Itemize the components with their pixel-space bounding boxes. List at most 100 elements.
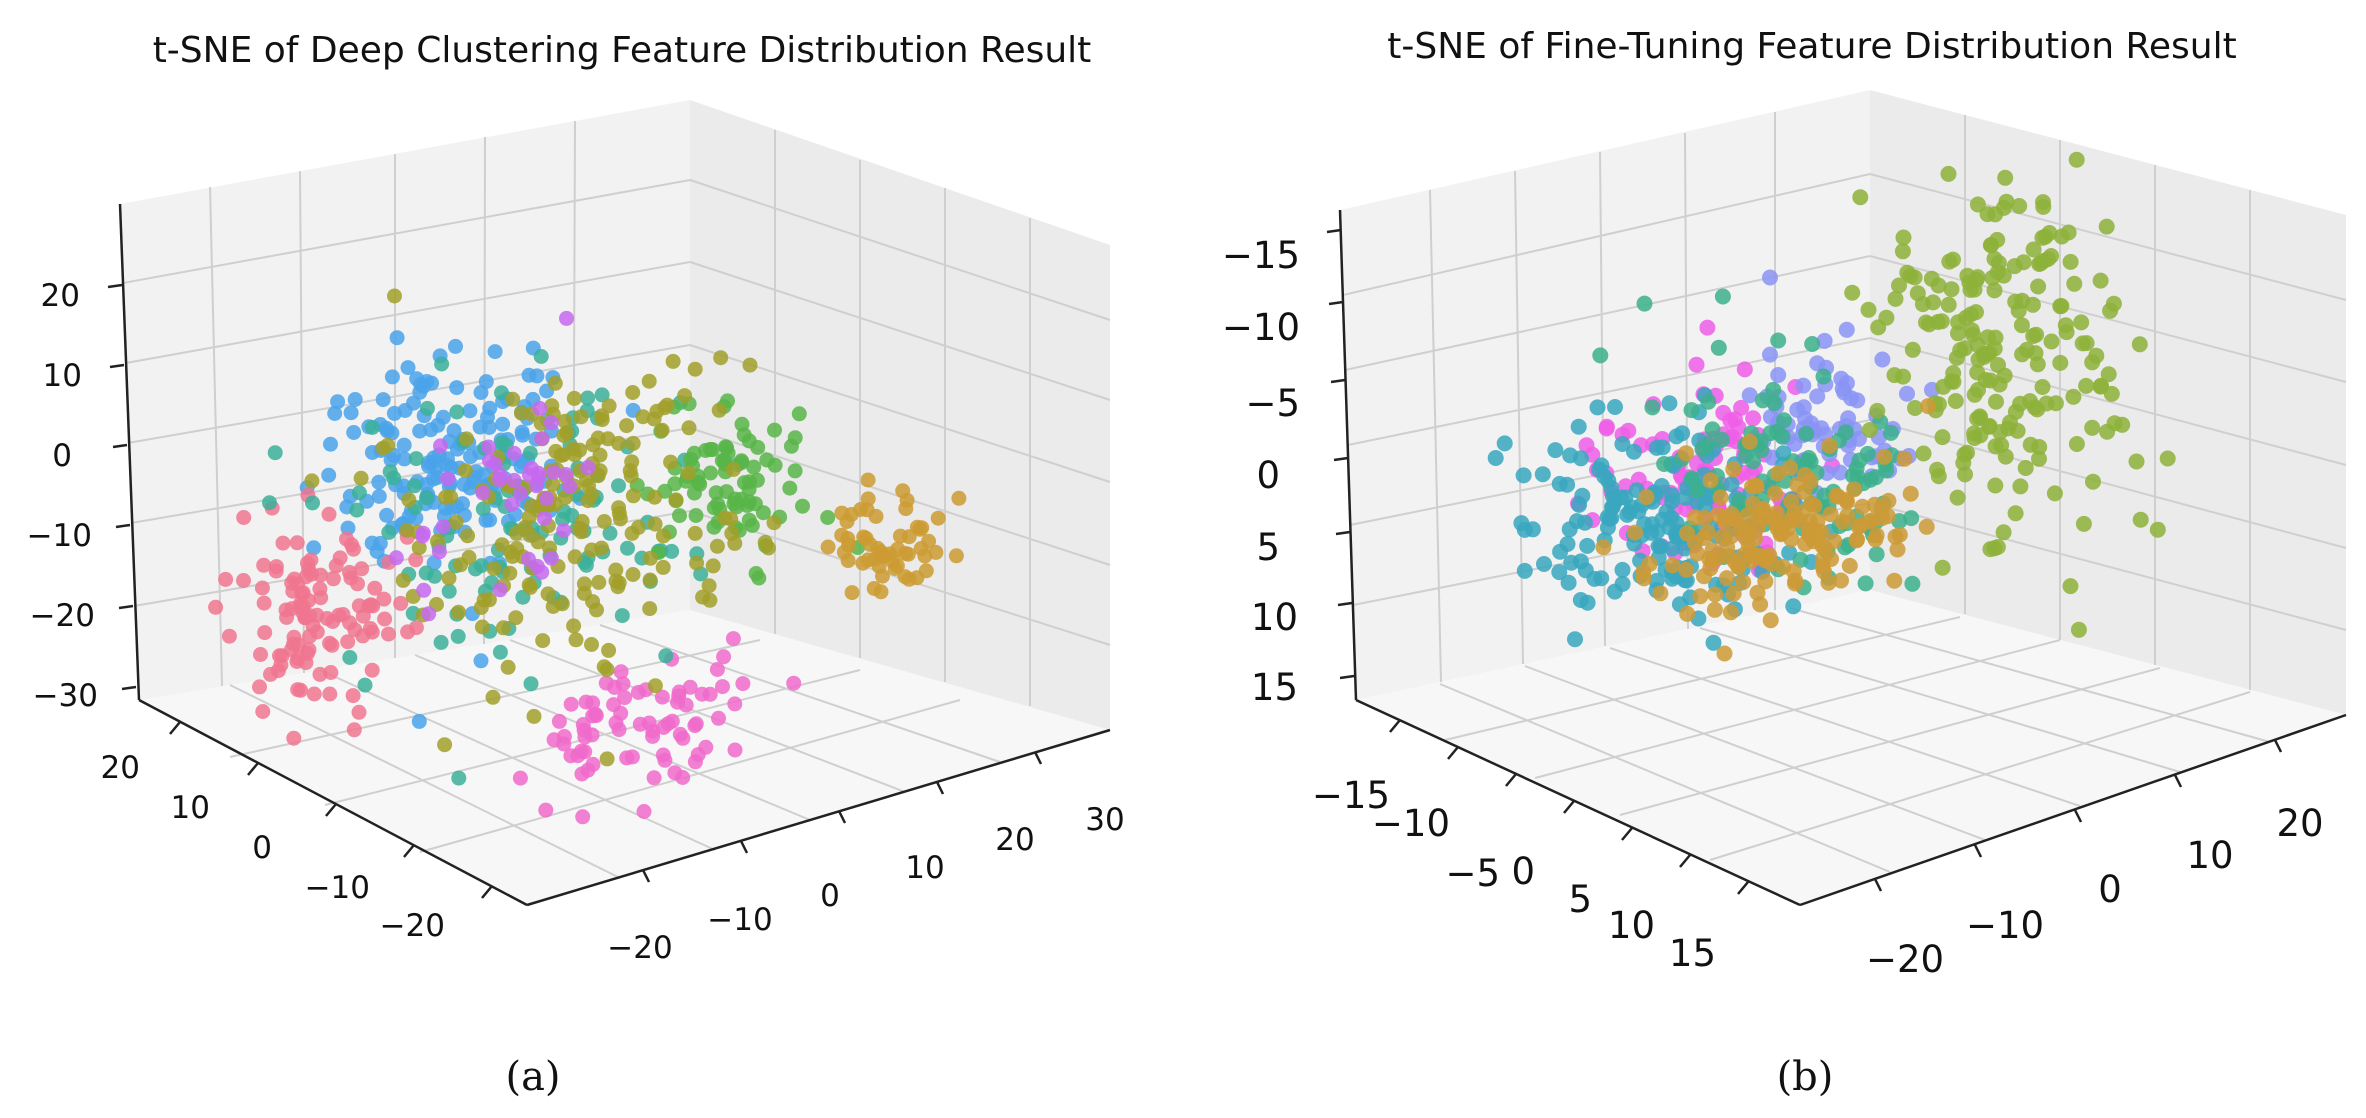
scatter-point: [1950, 325, 1966, 342]
scatter-point: [1795, 377, 1812, 394]
scatter-point: [562, 478, 578, 494]
scatter-point: [2062, 253, 2079, 270]
scatter-point: [293, 682, 309, 698]
scatter-point: [411, 540, 427, 556]
scatter-point: [1636, 295, 1653, 312]
scatter-point: [2070, 621, 2087, 638]
chart-b-z-tick-label: −10: [1222, 306, 1300, 349]
scatter-point: [272, 648, 287, 664]
scatter-point: [395, 572, 411, 588]
scatter-point: [619, 750, 635, 766]
scatter-point: [543, 550, 559, 566]
scatter-point: [729, 499, 744, 515]
scatter-point: [1868, 546, 1885, 563]
scatter-point: [327, 406, 343, 421]
scatter-point: [1515, 467, 1532, 484]
scatter-point: [494, 385, 509, 401]
scatter-point: [646, 770, 662, 786]
scatter-point: [1689, 545, 1706, 562]
scatter-point: [767, 422, 782, 438]
scatter-point: [476, 592, 492, 608]
scatter-point: [494, 435, 510, 451]
scatter-point: [255, 704, 271, 719]
scatter-point: [408, 552, 424, 568]
scatter-point: [2006, 258, 2023, 275]
chart-b-x-tick-label: 0: [2098, 868, 2122, 911]
scatter-point: [1823, 551, 1839, 567]
scatter-point: [2159, 450, 2176, 467]
scatter-point: [268, 559, 284, 575]
scatter-point: [1586, 570, 1603, 587]
scatter-point: [1762, 346, 1778, 363]
chart-b: t-SNE of Fine-Tuning Feature Distributio…: [1222, 26, 2347, 1100]
scatter-point: [1709, 506, 1726, 523]
chart-a-y-tick-label: 20: [101, 750, 140, 786]
scatter-point: [257, 625, 273, 641]
scatter-point: [2103, 385, 2120, 402]
scatter-point: [323, 436, 338, 452]
scatter-point: [418, 477, 434, 492]
scatter-point: [1816, 332, 1833, 349]
scatter-point: [1487, 450, 1504, 466]
scatter-point: [2068, 151, 2085, 168]
scatter-point: [502, 565, 518, 581]
scatter-point: [362, 621, 378, 636]
scatter-point: [1891, 277, 1907, 294]
scatter-point: [302, 628, 318, 644]
scatter-point: [1962, 306, 1979, 323]
scatter-point: [1678, 445, 1694, 462]
scatter-point: [1679, 605, 1696, 622]
scatter-point: [1678, 561, 1695, 578]
chart-a-side-pane: [690, 100, 1110, 730]
scatter-point: [340, 520, 356, 536]
scatter-point: [475, 485, 491, 501]
scatter-point: [1991, 376, 2008, 393]
scatter-point: [608, 562, 624, 578]
scatter-point: [424, 375, 440, 391]
scatter-point: [2025, 241, 2042, 258]
scatter-point: [208, 599, 224, 615]
scatter-point: [1983, 237, 2000, 254]
scatter-point: [1767, 511, 1784, 528]
scatter-point: [1599, 509, 1616, 526]
scatter-point: [408, 510, 424, 526]
scatter-point: [354, 561, 370, 577]
scatter-point: [364, 419, 380, 435]
scatter-point: [1741, 387, 1758, 404]
scatter-point: [371, 488, 387, 504]
chart-b-x-tick-label: 10: [2186, 834, 2233, 877]
scatter-point: [1699, 319, 1716, 336]
scatter-point: [1661, 395, 1678, 412]
chart-a-tick-marks: [107, 283, 1043, 899]
scatter-point: [1627, 524, 1643, 541]
scatter-point: [596, 659, 612, 675]
chart-b-y-tick-label: −15: [1312, 774, 1390, 817]
scatter-point: [298, 569, 314, 585]
scatter-point: [441, 570, 457, 586]
scatter-point: [690, 747, 706, 763]
scatter-point: [2013, 317, 2030, 334]
scatter-point: [1709, 550, 1726, 567]
scatter-point: [1664, 557, 1681, 574]
scatter-point: [375, 392, 391, 408]
chart-b-y-tick-label: 15: [1669, 932, 1716, 975]
scatter-point: [382, 464, 398, 480]
scatter-point: [2031, 450, 2047, 467]
scatter-point: [529, 368, 545, 384]
scatter-point: [523, 676, 539, 692]
scatter-point: [1648, 439, 1665, 456]
scatter-point: [446, 423, 462, 439]
scatter-point: [602, 525, 618, 541]
scatter-point: [860, 472, 876, 488]
scatter-point: [1705, 634, 1722, 651]
scatter-point: [306, 540, 322, 556]
scatter-point: [727, 696, 743, 712]
scatter-point: [347, 622, 363, 638]
scatter-point: [520, 551, 536, 567]
scatter-point: [1785, 598, 1802, 615]
scatter-point: [860, 491, 876, 507]
scatter-point: [1593, 457, 1610, 474]
scatter-point: [2131, 336, 2148, 353]
scatter-point: [2029, 401, 2046, 418]
scatter-point: [567, 549, 583, 565]
